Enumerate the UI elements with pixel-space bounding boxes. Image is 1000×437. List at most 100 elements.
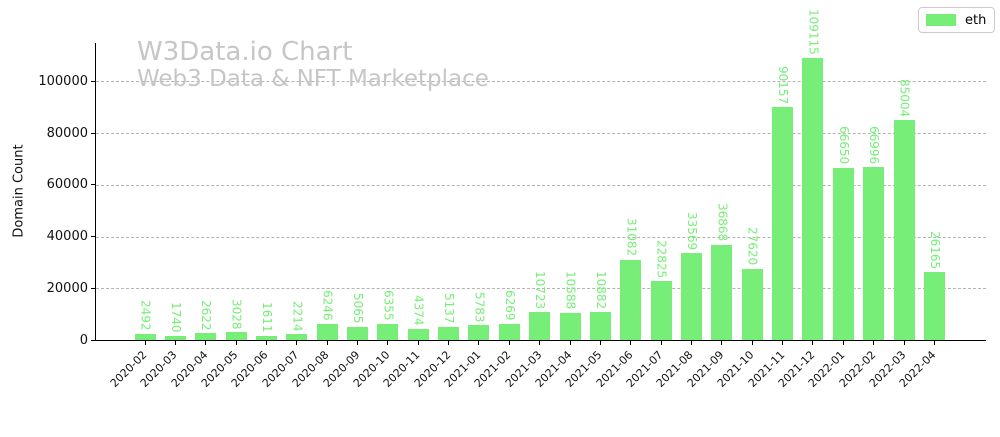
- bar-value-label: 5065: [351, 293, 366, 324]
- bar-value-label: 66650: [836, 126, 851, 165]
- legend[interactable]: eth: [918, 7, 995, 33]
- bar-2020-07[interactable]: [286, 334, 308, 340]
- x-tick: [205, 341, 207, 345]
- y-tick-label: 100000: [38, 73, 88, 89]
- gridline-80000: [96, 133, 986, 135]
- gridline-100000: [96, 81, 986, 83]
- bar-value-label: 6246: [320, 290, 335, 321]
- gridline-60000: [96, 184, 986, 186]
- bar-2021-12[interactable]: [802, 57, 824, 340]
- bar-value-label: 10723: [533, 271, 548, 310]
- y-tick: [91, 339, 95, 341]
- bar-value-label: 31082: [624, 218, 639, 257]
- bar-2021-09[interactable]: [711, 244, 733, 340]
- x-tick: [903, 341, 905, 345]
- bar-value-label: 1611: [259, 302, 274, 333]
- bar-value-label: 10588: [563, 271, 578, 310]
- bar-2021-04[interactable]: [559, 312, 581, 340]
- y-tick: [91, 184, 95, 186]
- bar-value-label: 1740: [168, 301, 183, 333]
- x-tick: [417, 341, 419, 345]
- y-tick: [91, 236, 95, 238]
- bar-2022-02[interactable]: [863, 166, 885, 340]
- bar-value-label: 5783: [472, 291, 487, 323]
- x-tick: [387, 341, 389, 345]
- bar-value-label: 5137: [442, 293, 457, 324]
- bar-2021-11[interactable]: [772, 106, 794, 340]
- bar-value-label: 2492: [138, 300, 153, 331]
- bar-value-label: 10882: [593, 270, 608, 309]
- bar-value-label: 33569: [684, 212, 699, 251]
- x-tick: [265, 341, 267, 345]
- legend-series-label: eth: [965, 12, 987, 28]
- x-tick: [144, 341, 146, 345]
- x-tick: [751, 341, 753, 345]
- y-tick-label: 0: [79, 332, 88, 348]
- bar-value-label: 36868: [715, 203, 730, 242]
- bar-value-label: 3028: [229, 298, 244, 330]
- bar-value-label: 109115: [806, 9, 821, 55]
- bar-2020-06[interactable]: [255, 335, 277, 340]
- bar-2021-03[interactable]: [529, 312, 551, 340]
- x-tick: [690, 341, 692, 345]
- watermark-title: W3Data.io Chart: [137, 37, 353, 67]
- bar-2021-10[interactable]: [741, 268, 763, 340]
- bar-2022-01[interactable]: [832, 167, 854, 340]
- y-tick-label: 20000: [46, 280, 88, 296]
- bar-2021-06[interactable]: [620, 259, 642, 340]
- gridline-40000: [96, 236, 986, 238]
- bar-2020-03[interactable]: [164, 335, 186, 340]
- bar-2022-03[interactable]: [893, 120, 915, 340]
- bar-2021-07[interactable]: [650, 280, 672, 340]
- x-tick: [478, 341, 480, 345]
- bar-2020-05[interactable]: [225, 332, 247, 340]
- bar-value-label: 26165: [927, 231, 942, 270]
- bar-2020-11[interactable]: [407, 328, 429, 340]
- bar-value-label: 6269: [502, 290, 517, 321]
- x-axis-spine: [95, 340, 986, 341]
- bar-2020-08[interactable]: [316, 323, 338, 340]
- bar-value-label: 90157: [776, 65, 791, 104]
- bar-value-label: 2622: [199, 299, 214, 331]
- bar-value-label: 66996: [867, 125, 882, 164]
- bar-2021-01[interactable]: [468, 325, 490, 340]
- x-tick: [326, 341, 328, 345]
- bar-2021-02[interactable]: [498, 323, 520, 340]
- y-tick: [91, 132, 95, 134]
- y-tick-label: 40000: [46, 229, 88, 245]
- bar-2020-04[interactable]: [195, 333, 217, 340]
- y-axis-spine: [95, 43, 96, 341]
- x-tick: [599, 341, 601, 345]
- gridline-20000: [96, 288, 986, 290]
- x-tick: [812, 341, 814, 345]
- x-tick: [569, 341, 571, 345]
- plot-area: 0 20000 40000 60000 80000 100000 2492 2020-02 17…: [38, 9, 986, 390]
- x-tick: [448, 341, 450, 345]
- bar-2020-10[interactable]: [377, 323, 399, 340]
- bar-2021-05[interactable]: [589, 311, 611, 340]
- x-tick: [782, 341, 784, 345]
- bar-value-label: 85004: [897, 79, 912, 118]
- bar-value-label: 22825: [654, 239, 669, 278]
- bar-2020-02[interactable]: [134, 333, 156, 340]
- bar-value-label: 2214: [290, 300, 305, 332]
- bar-2020-09[interactable]: [347, 326, 369, 340]
- eth-series-swatch-icon: [926, 14, 956, 26]
- bar-value-label: 27620: [745, 227, 760, 266]
- x-tick: [174, 341, 176, 345]
- bar-chart: W3Data.io Chart Web3 Data & NFT Marketpl…: [12, 7, 995, 390]
- x-tick: [357, 341, 359, 345]
- x-tick: [508, 341, 510, 345]
- x-tick: [873, 341, 875, 345]
- x-tick: [630, 341, 632, 345]
- y-tick-label: 80000: [46, 125, 88, 141]
- watermark-subtitle: Web3 Data & NFT Marketplace: [137, 66, 489, 92]
- bar-2021-08[interactable]: [680, 253, 702, 340]
- bar-2020-12[interactable]: [438, 326, 460, 340]
- x-tick: [660, 341, 662, 345]
- bar-value-label: 4374: [411, 295, 426, 326]
- x-tick: [296, 341, 298, 345]
- x-tick: [933, 341, 935, 345]
- y-tick: [91, 80, 95, 82]
- bar-2022-04[interactable]: [923, 272, 945, 340]
